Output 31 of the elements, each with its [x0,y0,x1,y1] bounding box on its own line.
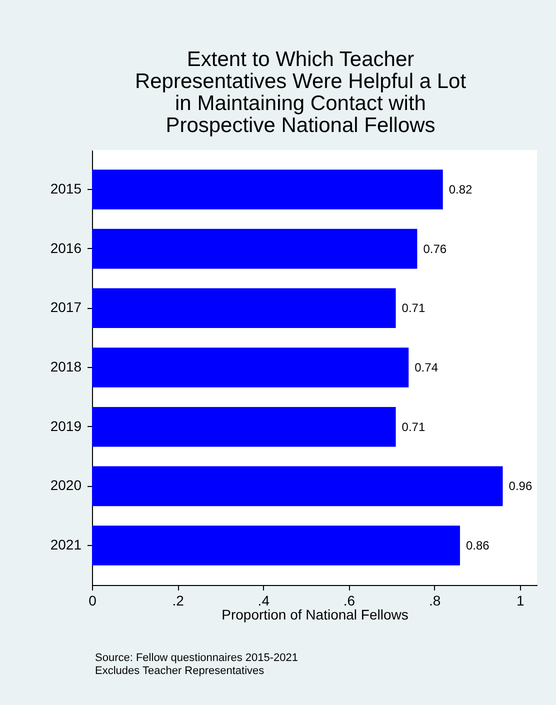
x-tick-label: .6 [343,592,356,608]
y-tick-label: 2015 [50,180,82,196]
x-tick-label: 0 [88,592,97,608]
y-tick-label: 2019 [50,418,82,434]
bar [92,526,460,566]
x-tick-label: .8 [428,592,441,608]
bar [92,288,396,328]
data-label: 0.71 [402,420,426,434]
y-tick-label: 2016 [50,240,82,256]
y-tick-label: 2020 [50,477,82,494]
bar [92,406,396,447]
data-label: 0.74 [414,360,438,374]
y-tick-label: 2017 [50,299,82,316]
data-label: 0.82 [448,182,473,196]
source-note: Source: Fellow questionnaires 2015-2021 [95,652,298,665]
data-label: 0.86 [466,538,490,553]
bar [92,466,503,506]
bar [92,228,418,269]
x-tick-label: .2 [172,592,184,608]
x-tick-label: 1 [516,592,524,608]
x-tick-label: .4 [258,592,270,608]
data-label: 0.96 [508,479,532,494]
y-tick-label: 2021 [50,536,82,553]
y-tick-label: 2018 [50,358,82,374]
data-label: 0.71 [402,301,426,316]
chart-title: Extent to Which Teacher Representatives Were Helpful a Lot in Maintaining Contact with Prospective National Fellows [134,48,466,137]
data-label: 0.76 [423,242,447,256]
x-axis-title: Proportion of National Fellows [222,606,408,622]
bar [92,348,409,388]
bar [92,170,443,210]
text: Excludes Teacher Representatives [95,665,266,678]
